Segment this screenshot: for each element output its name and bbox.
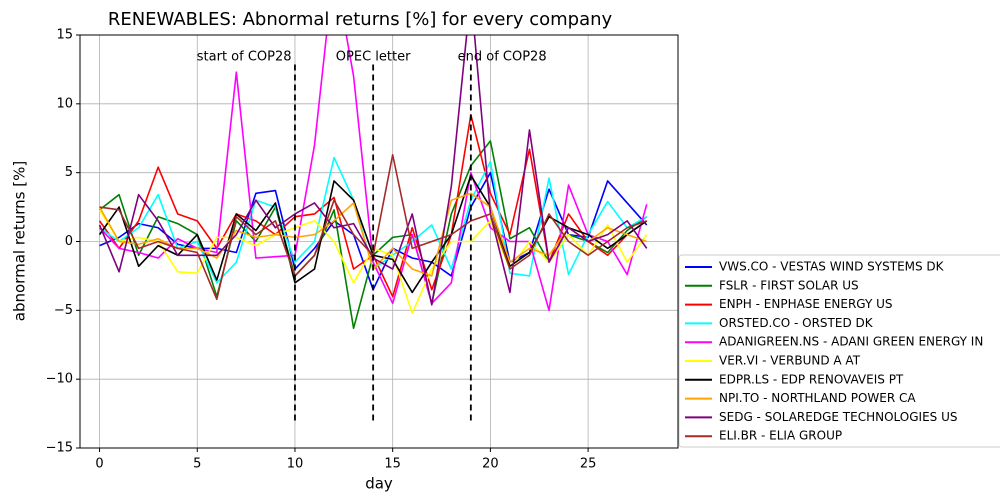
- series-line: [98, 35, 648, 312]
- annotation: start of COP28: [197, 50, 292, 65]
- legend-label: ADANIGREEN.NS - ADANI GREEN ENERGY IN: [719, 335, 983, 349]
- legend-label: ELI.BR - ELIA GROUP: [719, 429, 842, 443]
- y-axis-label: abnormal returns [%]: [11, 161, 29, 321]
- plot-area: [98, 35, 648, 421]
- x-tick-label: 20: [482, 457, 499, 472]
- x-tick-label: 25: [580, 457, 597, 472]
- y-tick-label: 5: [65, 165, 73, 180]
- legend-label: EDPR.LS - EDP RENOVAVEIS PT: [719, 372, 904, 386]
- y-tick-label: 15: [56, 28, 73, 43]
- y-tick-label: −10: [46, 372, 73, 387]
- legend-box: [678, 254, 1000, 448]
- legend-label: ORSTED.CO - ORSTED DK: [719, 316, 874, 330]
- x-tick-label: 5: [193, 457, 201, 472]
- legend-label: FSLR - FIRST SOLAR US: [719, 278, 859, 292]
- y-tick-label: −5: [54, 303, 73, 318]
- x-tick-label: 0: [95, 457, 103, 472]
- legend-label: VER.VI - VERBUND A AT: [719, 354, 861, 368]
- x-axis-label: day: [365, 475, 393, 493]
- annotation: end of COP28: [458, 50, 547, 65]
- legend-label: SEDG - SOLAREDGE TECHNOLOGIES US: [719, 410, 957, 424]
- annotation: OPEC letter: [336, 50, 411, 65]
- plot-frame: [79, 34, 679, 449]
- y-tick-label: 10: [56, 96, 73, 111]
- chart-title: RENEWABLES: Abnormal returns [%] for eve…: [108, 9, 613, 30]
- x-tick-label: 10: [287, 457, 304, 472]
- y-tick-label: 0: [65, 234, 73, 249]
- y-tick-label: −15: [46, 441, 73, 456]
- legend-label: ENPH - ENPHASE ENERGY US: [719, 297, 893, 311]
- legend-label: VWS.CO - VESTAS WIND SYSTEMS DK: [719, 260, 945, 274]
- x-tick-label: 15: [384, 457, 401, 472]
- legend-label: NPI.TO - NORTHLAND POWER CA: [719, 391, 916, 405]
